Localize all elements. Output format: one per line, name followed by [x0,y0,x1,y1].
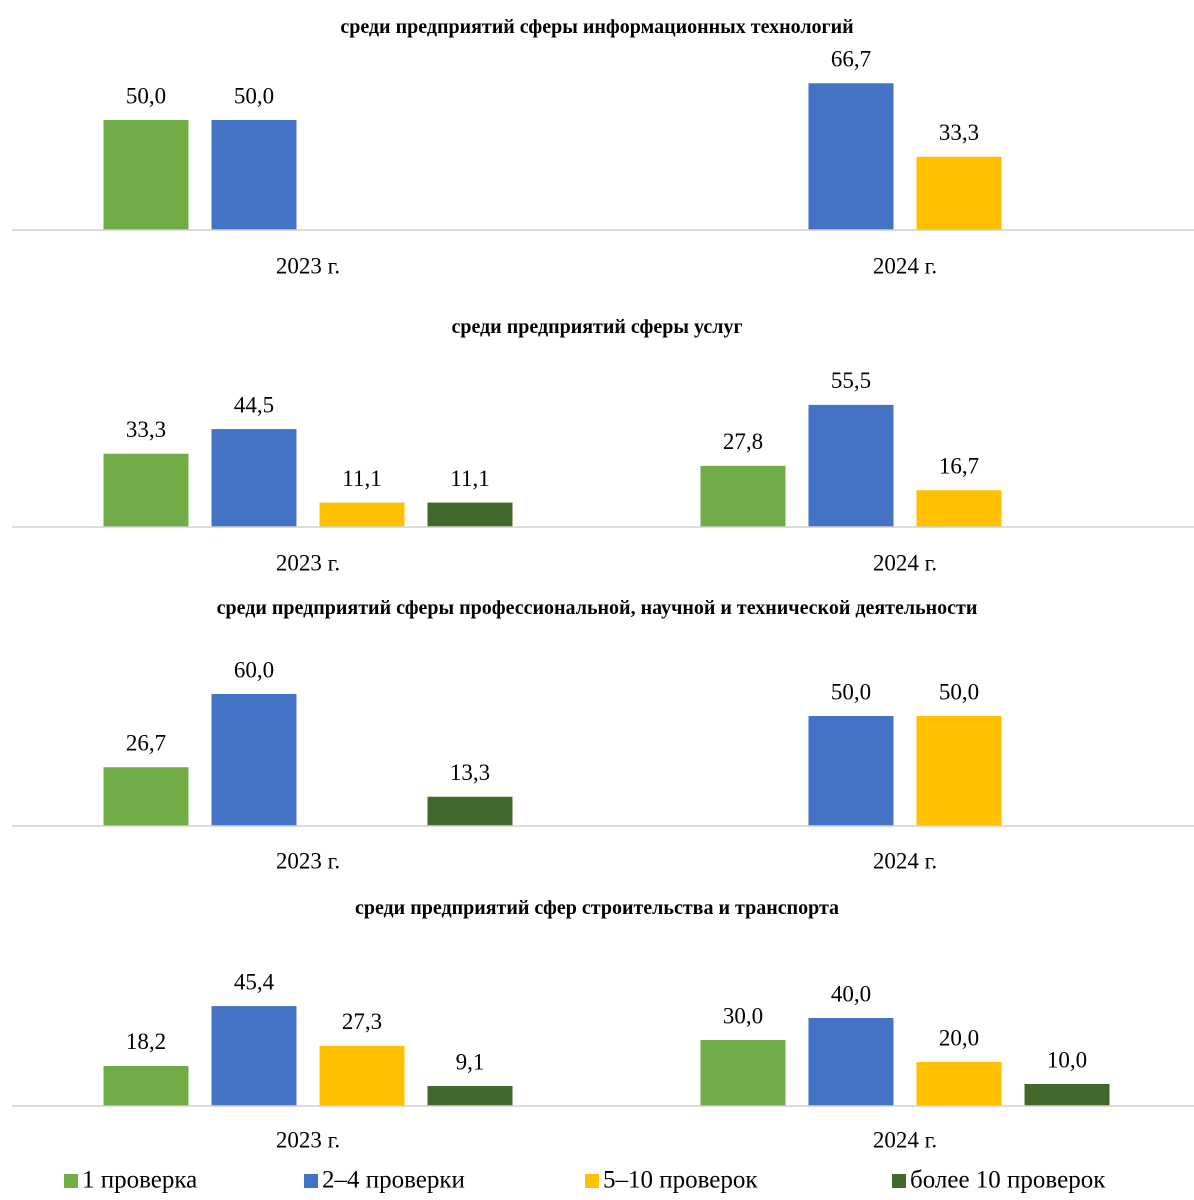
data-label: 50,0 [126,83,166,108]
bar [211,429,297,527]
bar [916,156,1002,230]
bar [808,716,894,826]
legend-label: более 10 проверок [910,1167,1106,1194]
bar [319,502,405,527]
data-label: 18,2 [126,1029,166,1054]
x-tick-label: 2023 г. [276,550,340,575]
chart-title: среди предприятий сфер строительства и т… [354,897,840,919]
x-tick-label: 2024 г. [873,1127,937,1152]
data-label: 66,7 [831,47,871,72]
chart-title: среди предприятий сферы услуг [451,316,743,338]
legend-swatch [304,1174,318,1188]
data-label: 40,0 [831,981,871,1006]
bar [916,1062,1002,1106]
data-label: 44,5 [234,392,274,417]
data-label: 27,3 [342,1009,382,1034]
bar [427,796,513,826]
legend-swatch [585,1174,599,1188]
bar [916,490,1002,527]
data-label: 26,7 [126,731,166,756]
x-tick-label: 2023 г. [276,848,340,873]
legend-label: 1 проверка [82,1167,197,1194]
data-label: 11,1 [342,466,381,491]
x-tick-label: 2024 г. [873,253,937,278]
bar [319,1045,405,1106]
data-label: 55,5 [831,368,871,393]
data-label: 9,1 [456,1049,485,1074]
bar [427,502,513,527]
x-tick-label: 2023 г. [276,1127,340,1152]
bar [103,453,189,527]
legend-swatch [892,1174,906,1188]
x-tick-label: 2024 г. [873,550,937,575]
bar [103,1065,189,1106]
chart-title: среди предприятий сферы информационных т… [340,16,854,38]
data-label: 20,0 [939,1025,979,1050]
bar [916,716,1002,826]
data-label: 16,7 [939,454,979,479]
bar [1024,1084,1110,1106]
bar [211,1006,297,1106]
x-tick-label: 2023 г. [276,253,340,278]
data-label: 50,0 [831,679,871,704]
data-label: 30,0 [723,1003,763,1028]
data-label: 33,3 [126,417,166,442]
data-label: 60,0 [234,657,274,682]
data-label: 45,4 [234,969,275,994]
data-label: 50,0 [234,83,274,108]
data-label: 27,8 [723,429,763,454]
data-label: 13,3 [450,760,490,785]
data-label: 50,0 [939,679,979,704]
bar [211,694,297,826]
bar [700,1040,786,1106]
legend-label: 2–4 проверки [322,1167,465,1194]
bar [808,83,894,230]
bar [211,120,297,230]
bar [427,1085,513,1106]
bar [808,404,894,527]
legend-label: 5–10 проверок [603,1167,758,1194]
data-label: 33,3 [939,120,979,145]
bar [700,465,786,527]
data-label: 10,0 [1047,1047,1087,1072]
data-label: 11,1 [450,466,489,491]
bar [103,767,189,826]
bar [808,1018,894,1106]
chart-title: среди предприятий сферы профессиональной… [216,597,978,619]
x-tick-label: 2024 г. [873,848,937,873]
legend-swatch [64,1174,78,1188]
bar [103,120,189,230]
